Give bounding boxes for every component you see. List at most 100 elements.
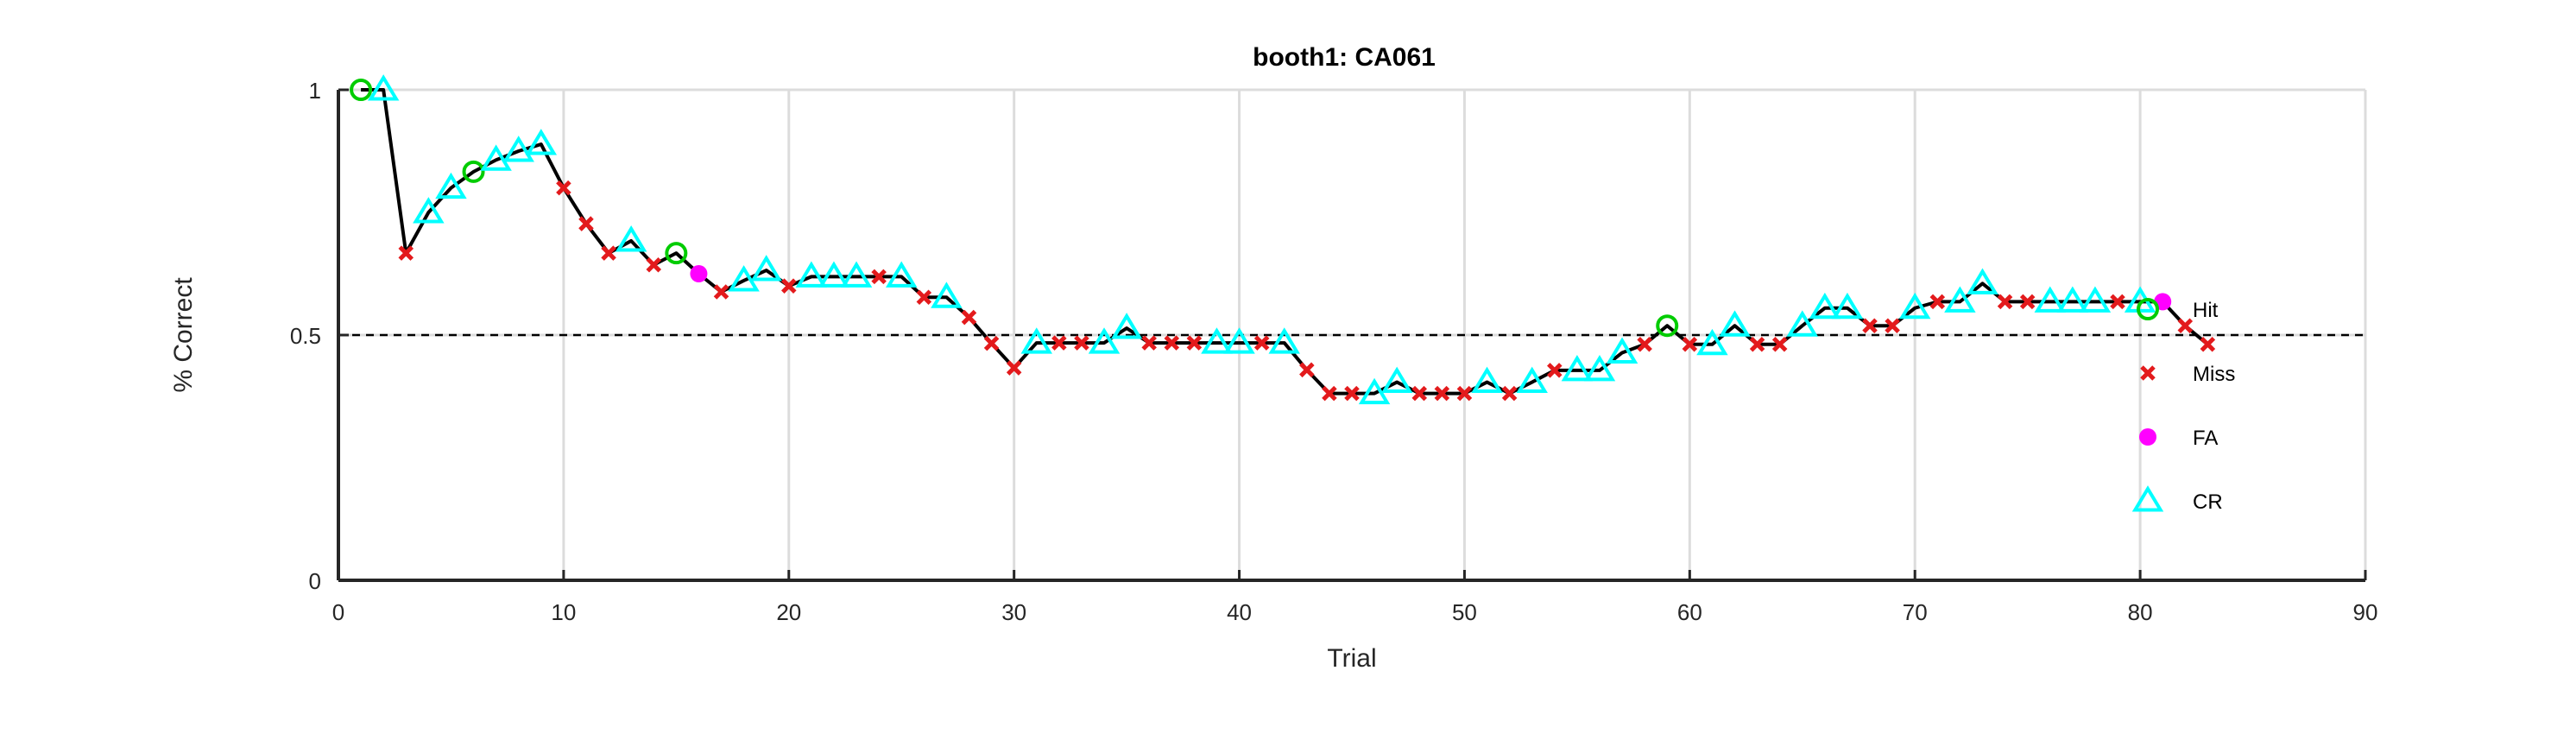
data-point-cr (1516, 366, 1548, 394)
x-tick-label: 0 (332, 599, 344, 625)
data-point-miss (1501, 385, 1518, 402)
data-point-cr (615, 225, 647, 252)
legend: Hit Miss FA CR (2131, 298, 2235, 514)
data-point-miss (781, 278, 797, 294)
data-point-miss (1434, 385, 1450, 402)
data-point-cr (1561, 355, 1594, 382)
data-point-cr (367, 74, 400, 101)
data-point-cr (2079, 286, 2112, 313)
data-point-miss (646, 257, 662, 273)
data-point-cr (1583, 355, 1616, 382)
data-point-cr (1088, 327, 1121, 354)
data-point-miss (601, 245, 616, 261)
x-tick-label: 10 (551, 599, 576, 625)
data-point-cr (1719, 310, 1751, 337)
data-point-miss (1997, 294, 2013, 310)
data-point-miss (556, 180, 571, 196)
data-point-miss (2019, 294, 2036, 310)
data-point-miss (1862, 318, 1878, 333)
data-point-cr (1380, 366, 1413, 394)
x-tick-label: 70 (1903, 599, 1928, 625)
y-tick-label: 1 (309, 78, 321, 104)
data-point-miss (1456, 385, 1473, 402)
data-point-miss (1299, 362, 1315, 378)
data-point-cr (1967, 268, 1998, 294)
data-point-fa (690, 265, 708, 282)
data-point-cr (1831, 292, 1864, 320)
data-point-cr (435, 172, 467, 199)
data-point-miss (1141, 335, 1157, 351)
data-point-miss (1547, 363, 1563, 378)
x-tick-label: 90 (2353, 599, 2378, 625)
data-point-hit (462, 160, 485, 183)
data-point-miss (398, 245, 414, 261)
data-point-miss (1344, 385, 1360, 402)
data-point-miss (1322, 385, 1337, 402)
x-tick-label: 40 (1227, 599, 1252, 625)
data-point-cr (1268, 327, 1300, 354)
legend-marker-cr (2131, 485, 2164, 512)
data-point-cr (818, 261, 850, 288)
x-tick-label: 50 (1452, 599, 1477, 625)
data-point-cr (1786, 310, 1819, 337)
data-point-cr (1358, 377, 1391, 405)
legend-marker-hit (2137, 298, 2159, 320)
data-point-miss (961, 309, 977, 326)
data-point-cr (1020, 327, 1052, 354)
data-point-miss (916, 289, 932, 306)
data-point-cr (1201, 327, 1233, 354)
data-point-cr (1471, 366, 1503, 394)
data-point-cr (2034, 286, 2066, 313)
legend-marker-fa (2139, 428, 2156, 446)
data-point-cr (1223, 327, 1255, 354)
data-point-cr (1809, 292, 1841, 320)
data-point-miss (1771, 337, 1788, 352)
data-point-cr (480, 144, 512, 171)
chart-title: booth1: CA061 (1253, 43, 1436, 72)
legend-entry-hit: Hit (2137, 298, 2219, 322)
x-tick-label: 60 (1677, 599, 1702, 625)
data-point-cr (795, 261, 828, 288)
data-point-cr (2056, 286, 2089, 313)
legend-entry-fa: FA (2139, 427, 2218, 450)
data-point-cr (840, 261, 873, 288)
y-tick-label: 0.5 (290, 323, 321, 349)
data-point-cr (1944, 286, 1976, 313)
data-point-miss (1682, 337, 1698, 352)
x-tick-label: 20 (776, 599, 801, 625)
data-point-miss (2177, 318, 2194, 333)
data-point-cr (525, 129, 558, 155)
data-point-miss (713, 284, 729, 300)
plot-area: 0 10 20 30 40 50 60 70 80 90 0 0.5 1 (290, 74, 2378, 625)
data-point-miss (1885, 318, 1900, 333)
data-point-miss (1637, 337, 1652, 352)
data-point-miss (983, 335, 1000, 351)
data-point-miss (1186, 335, 1203, 351)
data-point-miss (1253, 335, 1270, 351)
data-point-miss (1074, 335, 1089, 351)
data-point-cr (885, 261, 918, 288)
legend-label-cr: CR (2193, 490, 2223, 514)
legend-marker-miss (2140, 365, 2156, 381)
data-point-hit (665, 242, 688, 265)
data-point-cr (931, 282, 963, 308)
data-point-miss (1051, 335, 1067, 351)
x-axis-label: Trial (1327, 644, 1376, 673)
data-point-hit (350, 79, 373, 101)
data-point-cr (1110, 313, 1143, 339)
y-tick-label: 0 (309, 568, 321, 594)
data-point-miss (871, 269, 887, 285)
data-point-miss (2110, 294, 2125, 310)
x-tick-label: 80 (2128, 599, 2153, 625)
legend-label-miss: Miss (2193, 363, 2235, 386)
data-point-cr (1606, 337, 1638, 364)
data-point-cr (728, 265, 760, 292)
data-point-miss (578, 216, 594, 231)
legend-entry-cr: CR (2131, 485, 2223, 514)
data-point-cr (750, 255, 782, 282)
data-point-miss (1006, 360, 1022, 376)
x-tick-label: 30 (1001, 599, 1026, 625)
data-point-miss (1164, 335, 1180, 351)
data-point-miss (1929, 294, 1946, 310)
data-point-cr (502, 136, 534, 162)
